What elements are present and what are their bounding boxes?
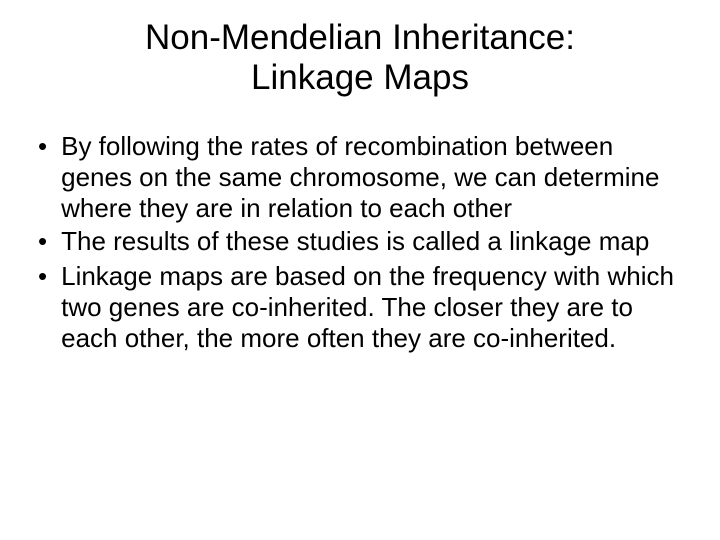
bullet-list: • By following the rates of recombinatio… [30,131,690,355]
list-item: • The results of these studies is called… [38,226,690,259]
bullet-icon: • [38,225,47,258]
bullet-icon: • [38,130,47,163]
slide-title: Non-Mendelian Inheritance: Linkage Maps [30,18,690,99]
bullet-text: By following the rates of recombination … [61,131,690,225]
list-item: • Linkage maps are based on the frequenc… [38,261,690,355]
title-line-2: Linkage Maps [251,58,469,97]
bullet-icon: • [38,260,47,293]
bullet-text: Linkage maps are based on the frequency … [61,261,690,355]
bullet-text: The results of these studies is called a… [61,226,690,257]
list-item: • By following the rates of recombinatio… [38,131,690,225]
title-line-1: Non-Mendelian Inheritance: [145,18,575,57]
